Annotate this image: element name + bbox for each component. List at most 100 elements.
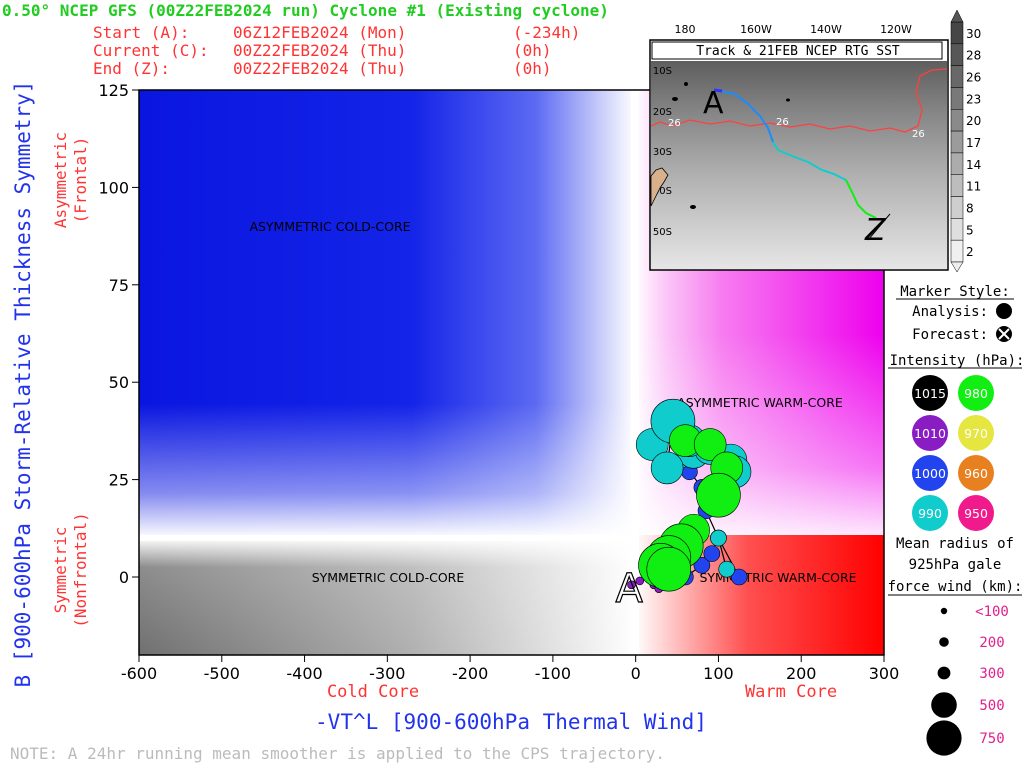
- radius-label: 500: [979, 698, 1004, 714]
- colorbar-top-arrow: [950, 9, 964, 23]
- current-label: Current (C):: [93, 41, 209, 60]
- colorbar-cell: [950, 43, 964, 66]
- island-chatham: [690, 205, 696, 209]
- x-side-label-warm: Warm Core: [745, 682, 837, 702]
- colorbar-label: 5: [966, 223, 974, 237]
- x-tick-label: -100: [535, 664, 571, 683]
- quadrant-labels: ASYMMETRIC COLD-CORE ASYMMETRIC WARM-COR…: [249, 219, 856, 585]
- colorbar-bottom-arrow: [950, 261, 964, 273]
- x-tick-label: -600: [121, 664, 157, 683]
- inset-title-box: [651, 41, 943, 60]
- lat-label-10s: 10S: [653, 66, 672, 77]
- colorbar-label: 30: [966, 27, 981, 41]
- contour-label-right: 26: [912, 129, 925, 140]
- inset-sst-field: [651, 61, 947, 269]
- inset-track-start: [713, 88, 723, 93]
- x-tick-label: -400: [286, 664, 322, 683]
- inset-title: Track & 21FEB NCEP RTG SST: [696, 44, 900, 59]
- colorbar-cell: [950, 130, 964, 154]
- colorbar-cell: [950, 65, 964, 88]
- legend-forecast-label: Forecast:: [912, 327, 988, 343]
- intensity-swatch-label: 980: [964, 386, 988, 401]
- figure-title: 0.50° NCEP GFS (00Z22FEB2024 run) Cyclon…: [2, 1, 609, 20]
- quadrant-sym-cold-fade: [139, 538, 635, 655]
- zero-band-h: [139, 535, 635, 541]
- intensity-swatch: [958, 495, 994, 531]
- track-point: [696, 472, 741, 518]
- legend-analysis-label: Analysis:: [912, 304, 988, 320]
- inset-track-early: [719, 90, 774, 143]
- intensity-swatch: [912, 375, 948, 411]
- track-point: [693, 557, 711, 574]
- colorbar-cell: [950, 239, 964, 263]
- intensity-swatch-label: 1000: [914, 466, 946, 481]
- legend-forecast-marker: [996, 326, 1012, 342]
- y-tick-label: 75: [109, 276, 129, 295]
- end-time: 00Z22FEB2024 (Thu): [233, 59, 406, 78]
- current-time: 00Z22FEB2024 (Thu): [233, 41, 406, 60]
- colorbar-cell: [950, 218, 964, 241]
- x-tick-label: -200: [452, 664, 488, 683]
- lon-label-180: 180: [675, 23, 696, 36]
- intensity-swatch: [912, 495, 948, 531]
- radius-marker: [939, 637, 949, 647]
- lat-label-40s: 40S: [653, 186, 672, 197]
- island-b: [684, 82, 688, 86]
- x-axis-title: -VT^L [900-600hPa Thermal Wind]: [315, 710, 707, 734]
- x-side-label-cold: Cold Core: [327, 682, 419, 702]
- radius-label: 750: [979, 731, 1004, 747]
- legend-intensity-swatches: 1015 980 1010 970 1000 960 990 950: [912, 375, 994, 531]
- x-axis-ticks: -600 -500 -400 -300 -200 -100 0 100 200 300: [121, 655, 899, 683]
- lon-label-120w: 120W: [880, 23, 912, 36]
- x-tick-label: 0: [631, 664, 641, 683]
- radius-marker: [931, 692, 957, 718]
- island-c: [786, 98, 790, 102]
- y-side-label-asym: Asymmetric (Frontal): [51, 132, 90, 228]
- colorbar-cell: [950, 196, 964, 219]
- colorbar-label: 2: [966, 245, 974, 259]
- intensity-swatch: [958, 415, 994, 451]
- intensity-swatch: [958, 375, 994, 411]
- radius-label: <100: [975, 604, 1009, 620]
- end-offset: (0h): [513, 59, 552, 78]
- y-axis-label: B [900-600hPa Storm-Relative Thickness S…: [11, 81, 35, 688]
- colorbar-label: 17: [966, 136, 981, 150]
- track-point: [650, 451, 684, 485]
- x-tick-label: 100: [703, 664, 734, 683]
- current-offset: (0h): [513, 41, 552, 60]
- end-label: End (Z):: [93, 59, 170, 78]
- y-tick-label: 25: [109, 471, 129, 490]
- colorbar-label: 20: [966, 114, 981, 128]
- inset-start-marker: A: [703, 86, 724, 121]
- intensity-swatch-label: 960: [964, 466, 988, 481]
- start-marker: A: [615, 565, 644, 612]
- inset-track-mid: [772, 141, 847, 181]
- island-a: [672, 97, 678, 101]
- start-offset: (-234h): [513, 23, 580, 42]
- y-side-sym-line1: Symmetric: [51, 527, 70, 614]
- intensity-swatch-label: 1015: [914, 386, 946, 401]
- colorbar-cell: [950, 87, 964, 110]
- track-point: [710, 529, 727, 547]
- lat-label-20s: 20S: [653, 107, 672, 118]
- colorbar-label: 8: [966, 201, 974, 215]
- y-tick-label: 125: [98, 81, 129, 100]
- y-tick-label: 100: [98, 178, 129, 197]
- radius-marker: [940, 607, 948, 615]
- x-tick-label: 200: [786, 664, 817, 683]
- colorbar-label: 26: [966, 71, 981, 85]
- track-point: [635, 576, 645, 586]
- lat-label-50s: 50S: [653, 227, 672, 238]
- legend-radius-title: Mean radius of 925hPa gale force wind (k…: [888, 536, 1023, 595]
- cps-track: [627, 398, 752, 593]
- colorbar-cell: [950, 109, 964, 132]
- start-label: Start (A):: [93, 23, 189, 42]
- time-info: Start (A): 06Z12FEB2024 (Mon) (-234h) Cu…: [93, 23, 580, 78]
- colorbar-label: 28: [966, 49, 981, 63]
- inset-track-late: [845, 179, 877, 219]
- legend: Marker Style: Analysis: Forecast: Intens…: [888, 284, 1024, 756]
- x-tick-label: -500: [204, 664, 240, 683]
- lon-label-140w: 140W: [810, 23, 842, 36]
- inset-end-marker-slash: [867, 213, 891, 241]
- colorbar-label: 11: [966, 180, 981, 194]
